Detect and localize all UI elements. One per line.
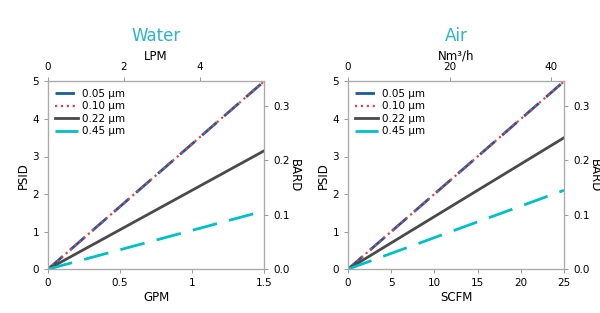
Y-axis label: PSID: PSID xyxy=(17,162,29,189)
Legend: 0.05 μm, 0.10 μm, 0.22 μm, 0.45 μm: 0.05 μm, 0.10 μm, 0.22 μm, 0.45 μm xyxy=(353,87,428,139)
Title: Air: Air xyxy=(445,27,467,45)
X-axis label: Nm³/h: Nm³/h xyxy=(438,49,474,63)
X-axis label: LPM: LPM xyxy=(144,49,168,63)
X-axis label: SCFM: SCFM xyxy=(440,291,472,304)
Y-axis label: PSID: PSID xyxy=(317,162,329,189)
Legend: 0.05 μm, 0.10 μm, 0.22 μm, 0.45 μm: 0.05 μm, 0.10 μm, 0.22 μm, 0.45 μm xyxy=(53,87,128,139)
Title: Water: Water xyxy=(131,27,181,45)
X-axis label: GPM: GPM xyxy=(143,291,169,304)
Y-axis label: BARD: BARD xyxy=(287,159,301,192)
Y-axis label: BARD: BARD xyxy=(587,159,600,192)
